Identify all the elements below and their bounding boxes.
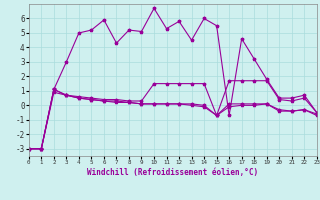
X-axis label: Windchill (Refroidissement éolien,°C): Windchill (Refroidissement éolien,°C) (87, 168, 258, 177)
